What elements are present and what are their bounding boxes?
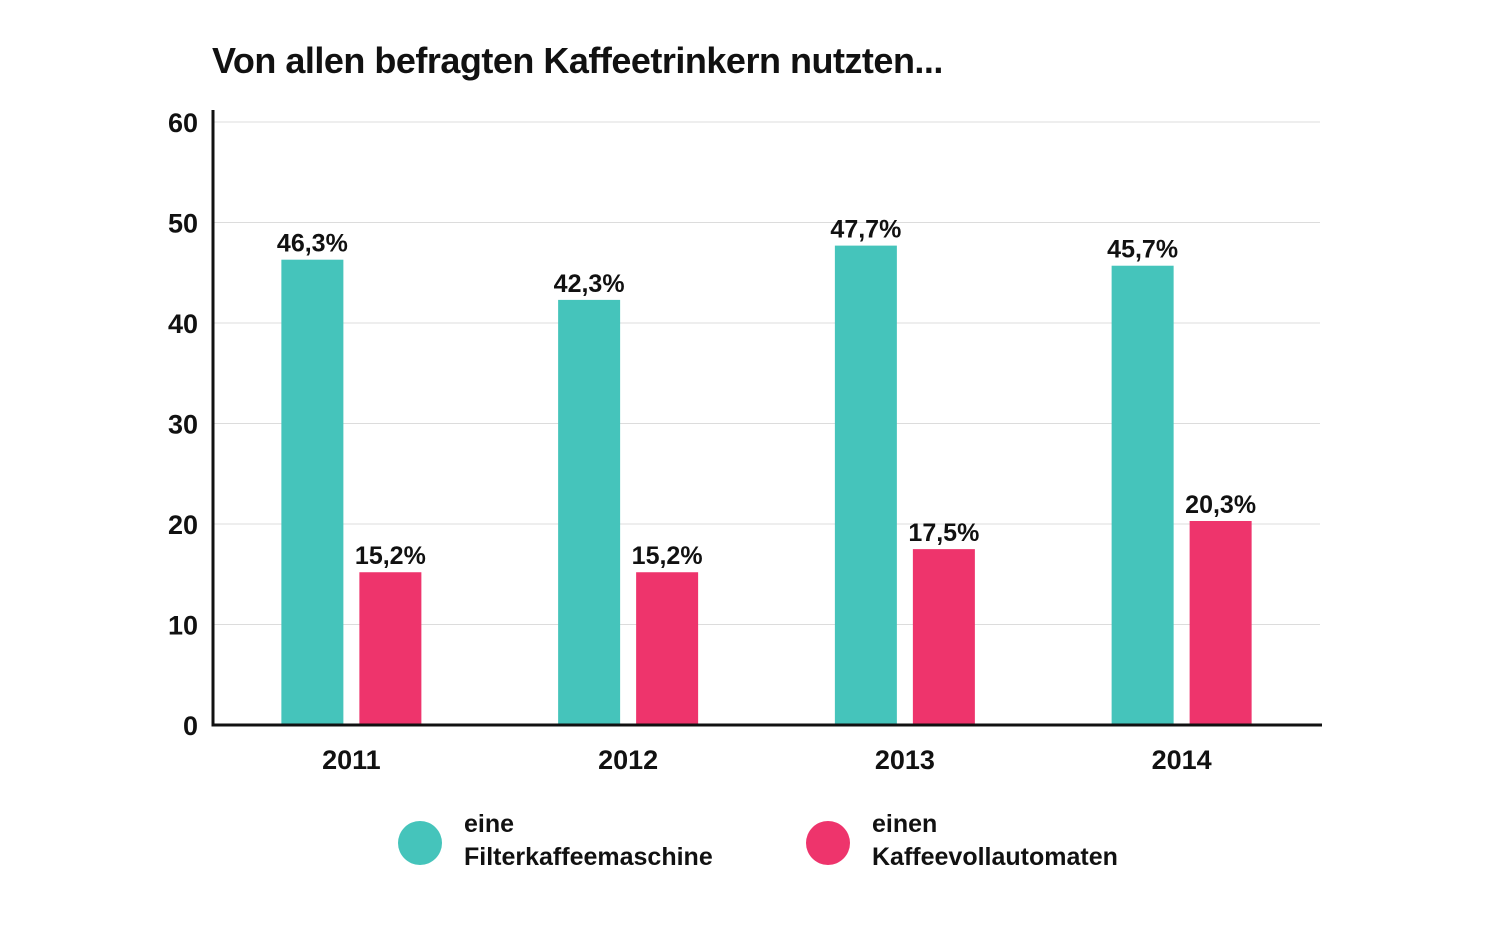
legend-label-line2: Filterkaffeemaschine xyxy=(464,843,713,871)
y-tick-label: 10 xyxy=(168,611,198,641)
legend-swatch-teal xyxy=(398,821,442,865)
data-label: 47,7% xyxy=(830,216,901,244)
y-tick-label: 20 xyxy=(168,510,198,540)
x-tick-label: 2013 xyxy=(875,745,935,775)
data-label: 45,7% xyxy=(1107,236,1178,264)
bar-filterkaffeemaschine-2012 xyxy=(558,299,621,725)
x-tick-label: 2011 xyxy=(322,745,381,775)
x-tick-label: 2012 xyxy=(598,745,658,775)
data-label: 17,5% xyxy=(908,519,979,547)
legend-label-line2: Kaffeevollautomaten xyxy=(872,843,1118,871)
data-label: 20,3% xyxy=(1185,491,1256,519)
legend-label: einen Kaffeevollautomaten xyxy=(872,808,1172,874)
y-tick-label: 60 xyxy=(168,108,198,138)
data-label: 42,3% xyxy=(554,270,625,298)
chart-title: Von allen befragten Kaffeetrinkern nutzt… xyxy=(212,40,943,81)
bar-kaffeevollautomaten-2012 xyxy=(636,572,699,725)
data-label: 15,2% xyxy=(632,542,703,570)
bar-kaffeevollautomaten-2011 xyxy=(359,572,422,725)
y-tick-label: 40 xyxy=(168,309,198,339)
legend-swatch-pink xyxy=(806,821,850,865)
data-label: 46,3% xyxy=(277,230,348,258)
bar-kaffeevollautomaten-2014 xyxy=(1189,520,1252,725)
bar-kaffeevollautomaten-2013 xyxy=(912,549,975,725)
bar-filterkaffeemaschine-2013 xyxy=(834,245,897,726)
y-tick-label: 50 xyxy=(168,209,198,239)
legend-label: eine Filterkaffeemaschine xyxy=(464,808,764,874)
data-label: 15,2% xyxy=(355,542,426,570)
legend-label-line1: eine xyxy=(464,810,515,838)
bar-filterkaffeemaschine-2014 xyxy=(1111,265,1174,725)
y-tick-label: 0 xyxy=(183,711,198,741)
legend-label-line1: einen xyxy=(872,810,938,838)
bar-chart: 0 10 20 30 40 50 60 46,3% 15,2% 2011 42,3% 15,2% 201… xyxy=(168,108,1322,775)
y-tick-label: 30 xyxy=(168,410,198,440)
bar-filterkaffeemaschine-2011 xyxy=(281,259,344,725)
x-tick-label: 2014 xyxy=(1152,745,1212,775)
